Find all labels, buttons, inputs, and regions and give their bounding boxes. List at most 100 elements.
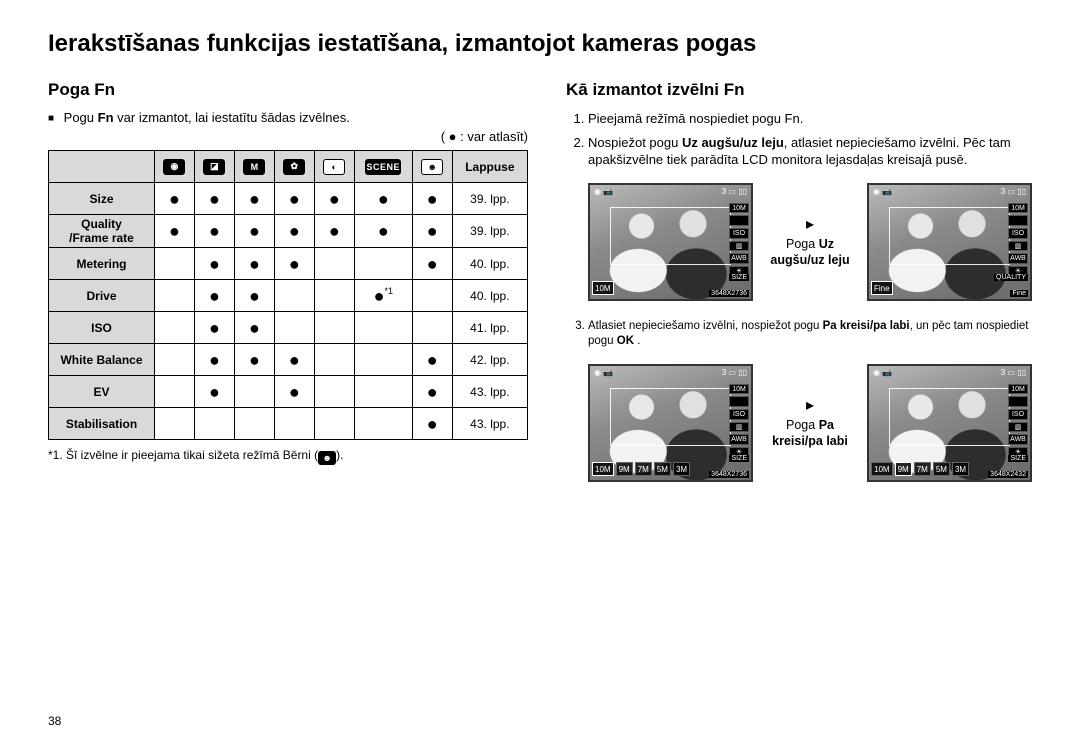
lcd-chip: AWB	[1008, 434, 1028, 445]
lcd-chip: ▥	[1008, 241, 1028, 252]
size-tag-2: SIZE	[729, 455, 749, 462]
lcd-chip	[1008, 215, 1028, 226]
mode-cell	[194, 408, 234, 440]
mode-cell	[314, 248, 354, 280]
page-cell: 42. lpp.	[452, 344, 527, 376]
table-legend: ( ● : var atlasīt)	[48, 129, 528, 144]
mode-cell: ●	[412, 344, 452, 376]
mode-cell: ●	[234, 312, 274, 344]
mode-cell: ●	[194, 280, 234, 312]
right-heading: Kā izmantot izvēlni Fn	[566, 80, 1032, 100]
mode-cell	[412, 280, 452, 312]
mode-cell	[234, 376, 274, 408]
face-icon: ☻	[421, 159, 443, 175]
table-corner	[49, 151, 155, 183]
table-row: ISO●●41. lpp.	[49, 312, 528, 344]
footnote-text: *1. Šī izvēlne ir pieejama tikai sižeta …	[48, 448, 318, 462]
m-icon: M	[243, 159, 265, 175]
steps-list: Pieejamā režīmā nospiediet pogu Fn. Nosp…	[566, 110, 1032, 169]
mode-col-2: ◪	[194, 151, 234, 183]
mode-cell	[314, 280, 354, 312]
lcd-top-right4: 3 ▭ ▯▯	[1001, 368, 1026, 377]
page-cell: 39. lpp.	[452, 215, 527, 248]
mode-cell: ●	[234, 183, 274, 215]
lcd-screenshot-2a: ◉ 📷3 ▭ ▯▯ 10MISO▥AWB☀ SIZE 10M9M7M5M3M 3…	[588, 364, 753, 482]
sel-10m: 10M	[592, 281, 614, 295]
mode-cell: ●	[274, 183, 314, 215]
lcd-chip: AWB	[729, 253, 749, 264]
mode-cell: ●	[194, 344, 234, 376]
mode-cell: ●	[412, 183, 452, 215]
page-cell: 40. lpp.	[452, 280, 527, 312]
mode-cell	[354, 312, 412, 344]
table-row: Size●●●●●●●39. lpp.	[49, 183, 528, 215]
mode-cell	[354, 344, 412, 376]
size-option: 3M	[673, 462, 690, 476]
mode-cell: ●*1	[354, 280, 412, 312]
lcd-top-left3: ◉ 📷	[594, 368, 613, 377]
size-option: 9M	[616, 462, 633, 476]
left-column: Poga Fn Pogu Fn var izmantot, lai iestat…	[48, 80, 528, 500]
mode-col-7: ☻	[412, 151, 452, 183]
figure-row-2: ◉ 📷3 ▭ ▯▯ 10MISO▥AWB☀ SIZE 10M9M7M5M3M 3…	[588, 364, 1032, 482]
size-tag: SIZE	[729, 274, 749, 281]
lcd-chip: 10M	[1008, 203, 1028, 214]
lcd-chip: ▥	[729, 241, 749, 252]
row-label: Size	[49, 183, 155, 215]
table-row: White Balance●●●●42. lpp.	[49, 344, 528, 376]
lcd-top-left4: ◉ 📷	[873, 368, 892, 377]
mode-cell	[274, 280, 314, 312]
table-row: Stabilisation●43. lpp.	[49, 408, 528, 440]
mode-cell: ●	[314, 183, 354, 215]
table-row: EV●●●43. lpp.	[49, 376, 528, 408]
mode-cell	[155, 280, 195, 312]
right-column: Kā izmantot izvēlni Fn Pieejamā režīmā n…	[566, 80, 1032, 500]
mode-col-1: ◉	[155, 151, 195, 183]
lcd-chip: ▥	[1008, 422, 1028, 433]
step-3: Atlasiet nepieciešamo izvēlni, nospiežot…	[588, 319, 1032, 350]
footnote-end: ).	[336, 448, 343, 462]
lcd-chip: 10M	[729, 203, 749, 214]
size-option: 10M	[592, 462, 614, 476]
profile-icon: ◪	[203, 159, 225, 175]
mode-cell: ●	[194, 376, 234, 408]
arrow2-pre: Poga	[786, 418, 819, 432]
footnote: *1. Šī izvēlne ir pieejama tikai sižeta …	[48, 448, 528, 465]
row-label: Quality/Frame rate	[49, 215, 155, 248]
mode-cell: ●	[274, 215, 314, 248]
mode-cell	[354, 408, 412, 440]
mode-cell: ●	[274, 248, 314, 280]
lcd-chip: AWB	[1008, 253, 1028, 264]
mode-cell	[354, 376, 412, 408]
mode-cell: ●	[274, 344, 314, 376]
mode-cell	[314, 312, 354, 344]
mode-cell: ●	[274, 376, 314, 408]
left-heading: Poga Fn	[48, 80, 528, 100]
lcd-chip: ISO	[729, 409, 749, 420]
video-icon: ✿	[283, 159, 305, 175]
table-row: Drive●●●*140. lpp.	[49, 280, 528, 312]
steps-list-2: Atlasiet nepieciešamo izvēlni, nospiežot…	[566, 319, 1032, 350]
res-2b: 3648X2432	[988, 471, 1028, 478]
mode-col-3: M	[234, 151, 274, 183]
res-1a: 3648X2736	[709, 290, 749, 297]
mode-cell	[155, 408, 195, 440]
mode-col-5: ◐	[314, 151, 354, 183]
figure-row-1: ◉ 📷3 ▭ ▯▯ 10MISO▥AWB☀ SIZE 10M 3648X2736…	[588, 183, 1032, 301]
page-cell: 39. lpp.	[452, 183, 527, 215]
mode-cell: ●	[412, 248, 452, 280]
scene-icon: SCENE	[365, 159, 401, 175]
lcd-top-right2: 3 ▭ ▯▯	[1001, 187, 1026, 196]
mode-cell	[412, 312, 452, 344]
mode-cell: ●	[194, 312, 234, 344]
lcd-screenshot-1a: ◉ 📷3 ▭ ▯▯ 10MISO▥AWB☀ SIZE 10M 3648X2736	[588, 183, 753, 301]
mode-cell: ●	[354, 183, 412, 215]
mode-cell: ●	[234, 248, 274, 280]
left-intro: Pogu Fn var izmantot, lai iestatītu šāda…	[48, 110, 528, 125]
child-icon: ☻	[318, 451, 336, 465]
mode-cell: ●	[234, 344, 274, 376]
lcd-chip: AWB	[729, 434, 749, 445]
mode-cell	[354, 248, 412, 280]
page-title: Ierakstīšanas funkcijas iestatīšana, izm…	[48, 30, 1032, 58]
size-option: 3M	[952, 462, 969, 476]
